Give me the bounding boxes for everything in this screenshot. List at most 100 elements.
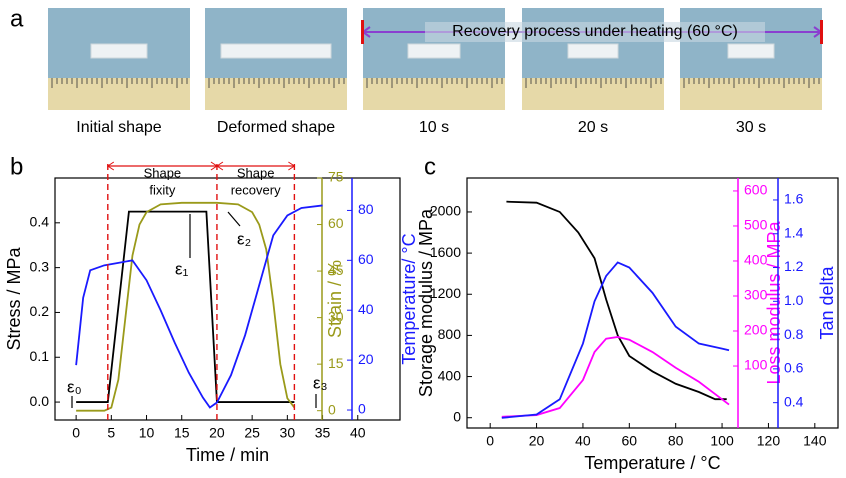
series-line	[75, 204, 323, 409]
y2-tick-label: 400	[744, 252, 768, 268]
marker	[820, 20, 823, 44]
x-tick-label: 60	[622, 433, 638, 449]
marker	[361, 20, 364, 44]
y2-tick-label: 600	[744, 182, 768, 198]
y3-tick-label: 1.2	[784, 258, 804, 274]
x-tick-label: 40	[575, 433, 591, 449]
y2-tick-label: 500	[744, 217, 768, 233]
y3-tick-label: 0.8	[784, 326, 804, 342]
y-tick-label: 1600	[430, 244, 461, 260]
y3-tick-label: 1.6	[784, 191, 804, 207]
arrow-head	[216, 161, 296, 171]
photo-row	[48, 8, 822, 110]
x-tick-label: 15	[174, 425, 190, 441]
x-tick-label: 0	[72, 425, 80, 441]
y-axis-title: Stress / MPa	[4, 247, 24, 351]
ruler	[48, 78, 190, 110]
x-tick-label: 120	[757, 433, 781, 449]
x-tick-label: 5	[107, 425, 115, 441]
series-line	[506, 200, 727, 401]
strain-annotation: ε₂	[237, 229, 251, 248]
caption: 20 s	[578, 119, 608, 136]
y3-tick-label: 60	[358, 251, 374, 267]
x-axis-title: Time / min	[186, 445, 269, 465]
y2-tick-label: 15	[328, 355, 344, 371]
y-tick-label: 0.3	[30, 258, 50, 274]
caption: Initial shape	[76, 119, 161, 136]
y-tick-label: 0.4	[30, 214, 50, 230]
y-tick-label: 0	[453, 408, 461, 424]
y-tick-label: 0.2	[30, 303, 50, 319]
specimen	[407, 43, 461, 59]
x-tick-label: 25	[244, 425, 260, 441]
y2-axis-title: Loss modulus / MPa	[764, 220, 784, 384]
annotation: Recovery process under heating (60 °C)	[452, 23, 738, 40]
phase-label: fixity	[149, 182, 176, 197]
y-tick-label: 0.1	[30, 348, 50, 364]
y2-tick-label: 60	[328, 215, 344, 231]
phase-label: Shape	[144, 165, 182, 180]
y2-tick-label: 200	[744, 322, 768, 338]
x-tick-label: 40	[350, 425, 366, 441]
specimen	[220, 43, 332, 59]
y3-tick-label: 0.4	[784, 393, 804, 409]
strain-annotation: ε₃	[313, 373, 328, 392]
strain-annotation: ε₀	[67, 377, 82, 396]
phase-label: Shape	[237, 165, 275, 180]
y3-axis-title: Temperature/ °C	[399, 233, 419, 364]
y2-tick-label: 0	[328, 401, 336, 417]
caption: 30 s	[736, 119, 766, 136]
y2-tick-label: 300	[744, 287, 768, 303]
y-tick-label: 2000	[430, 203, 461, 219]
caption: Deformed shape	[217, 119, 335, 136]
x-axis-title: Temperature / °C	[584, 453, 720, 473]
series-line	[501, 336, 730, 418]
ruler	[205, 78, 347, 110]
series-line	[76, 210, 295, 403]
specimen	[727, 43, 775, 59]
x-tick-label: 20	[209, 425, 225, 441]
x-tick-label: 30	[280, 425, 296, 441]
y2-tick-label: 30	[328, 308, 344, 324]
plot-frame	[466, 177, 839, 429]
y2-tick-label: 100	[744, 357, 768, 373]
x-tick-label: 80	[668, 433, 684, 449]
ruler	[522, 78, 664, 110]
panel-label: a	[10, 5, 24, 32]
specimen	[90, 43, 148, 59]
x-tick-label: 0	[486, 433, 494, 449]
specimen	[567, 43, 619, 59]
caption: 10 s	[419, 119, 449, 136]
y-tick-label: 1200	[430, 285, 461, 301]
y2-tick-label: 75	[328, 169, 344, 185]
y-tick-label: 800	[438, 326, 462, 342]
strain-annotation: ε₁	[175, 259, 189, 278]
y-tick-label: 400	[438, 367, 462, 383]
y3-tick-label: 0	[358, 401, 366, 417]
series-line	[501, 261, 730, 419]
x-tick-label: 35	[315, 425, 331, 441]
panel-label: c	[424, 153, 436, 180]
y3-tick-label: 1.0	[784, 292, 804, 308]
x-tick-label: 140	[803, 433, 827, 449]
y3-tick-label: 40	[358, 301, 374, 317]
y3-tick-label: 0.6	[784, 360, 804, 376]
panel-label: b	[10, 153, 23, 180]
y-axis-title: Storage modulus / MPa	[416, 208, 436, 397]
y3-tick-label: 1.4	[784, 224, 804, 240]
y-tick-label: 0.0	[30, 393, 50, 409]
y3-tick-label: 80	[358, 201, 374, 217]
phase-label: recovery	[231, 182, 281, 197]
x-tick-label: 10	[139, 425, 155, 441]
label-backdrop	[425, 22, 765, 42]
ruler	[363, 78, 505, 110]
x-tick-label: 100	[710, 433, 734, 449]
series-line	[76, 201, 296, 412]
plot-frame	[54, 177, 401, 421]
y3-axis-title: Tan delta	[817, 265, 837, 339]
y2-tick-label: 45	[328, 262, 344, 278]
y2-axis-title: Strain / %	[325, 260, 345, 338]
ruler	[680, 78, 822, 110]
x-tick-label: 20	[529, 433, 545, 449]
